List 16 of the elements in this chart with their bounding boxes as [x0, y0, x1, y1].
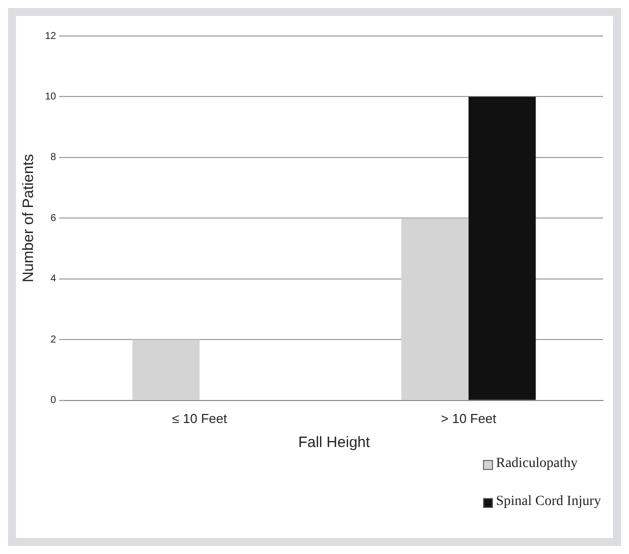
- y-tick-label: 2: [50, 334, 57, 346]
- y-tick-label: 12: [45, 30, 57, 42]
- bar: [468, 96, 536, 400]
- bar: [401, 218, 469, 400]
- y-axis-title: Number of Patients: [20, 154, 38, 282]
- x-tick-label: > 10 Feet: [440, 410, 497, 426]
- y-tick-label: 8: [50, 152, 57, 164]
- bar: [132, 340, 200, 400]
- y-tick-label: 4: [50, 274, 57, 285]
- y-tick-label: 10: [45, 91, 57, 102]
- legend-label: Spinal Cord Injury: [496, 494, 601, 510]
- y-tick-label: 0: [50, 395, 57, 406]
- y-tick-label: 6: [50, 212, 57, 224]
- x-axis-title: Fall Height: [298, 434, 371, 452]
- legend-label: Radiculopathy: [496, 456, 578, 472]
- x-tick-label: ≤ 10 Feet: [172, 410, 228, 426]
